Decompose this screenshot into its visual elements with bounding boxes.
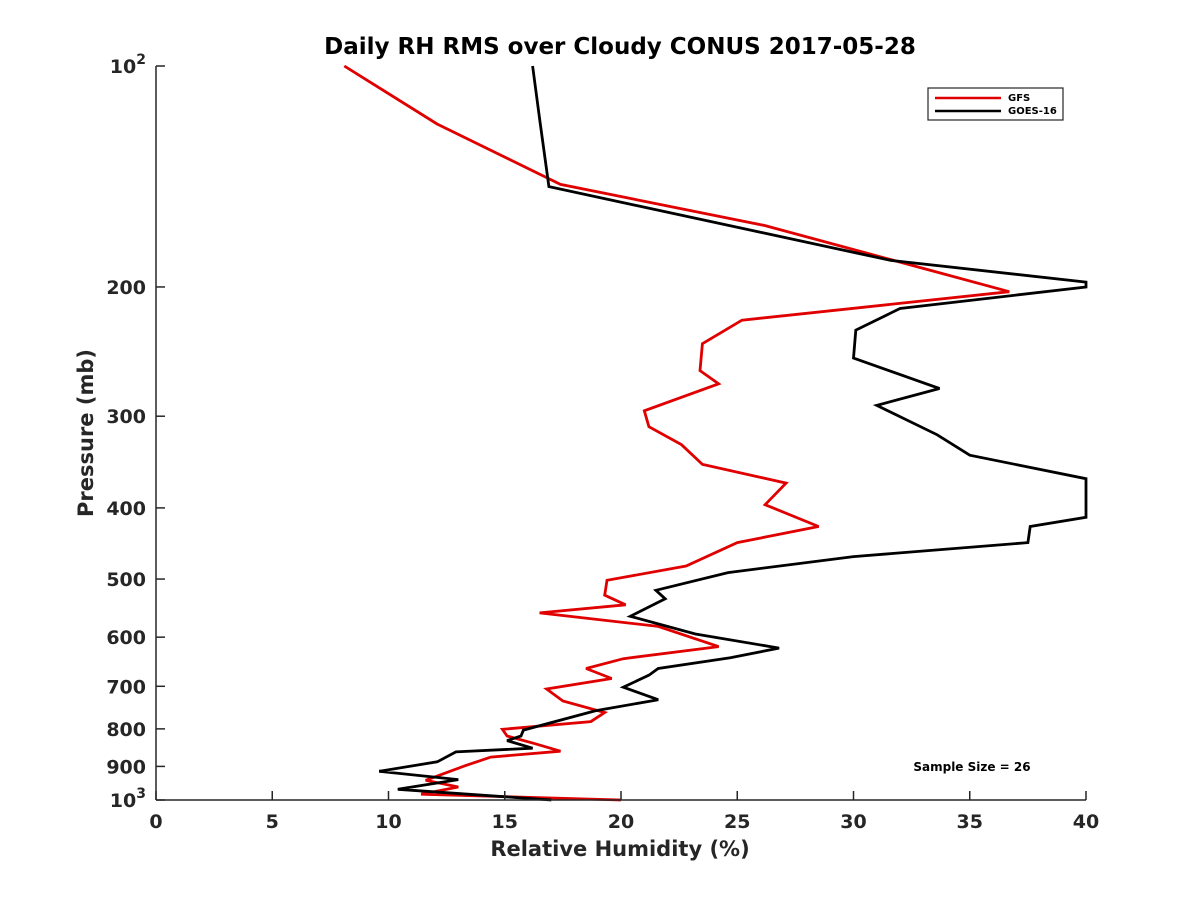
y-tick-base: 600 (106, 627, 146, 649)
y-axis-label: Pressure (mb) (74, 349, 98, 517)
x-axis-label: Relative Humidity (%) (490, 837, 749, 861)
series-line-goes16 (378, 65, 1088, 802)
y-tick-label: 400 (106, 498, 146, 520)
sample-size-annotation: Sample Size = 26 (913, 760, 1030, 774)
y-tick-base: 500 (106, 569, 146, 591)
y-tick-base: 400 (106, 498, 146, 520)
y-tick-label: 700 (106, 676, 146, 698)
plot-area (343, 64, 1088, 802)
x-axis-ticks: 0 5 10 15 20 25 30 35 40 (149, 791, 1099, 833)
y-tick-label: 103 (110, 786, 146, 812)
chart-title: Daily RH RMS over Cloudy CONUS 2017-05-2… (324, 34, 916, 60)
y-tick-base: 900 (106, 756, 146, 778)
y-tick-label: 200 (106, 277, 146, 299)
x-tick-label: 5 (266, 811, 279, 833)
y-tick-base: 200 (106, 277, 146, 299)
y-tick-label: 900 (106, 756, 146, 778)
legend-goes16-label: GOES-16 (1008, 106, 1057, 117)
x-tick-label: 0 (149, 811, 162, 833)
series-line-gfs (343, 64, 1010, 802)
x-tick-label: 20 (608, 811, 634, 833)
x-tick-label: 30 (840, 811, 866, 833)
legend-box (927, 87, 1064, 121)
legend: GFS GOES-16 (927, 87, 1064, 121)
x-tick-label: 35 (957, 811, 983, 833)
y-tick-label: 300 (106, 406, 146, 428)
x-tick-label: 15 (492, 811, 518, 833)
y-tick-base: 800 (106, 719, 146, 741)
legend-gfs-label: GFS (1008, 93, 1030, 104)
y-tick-base: 700 (106, 676, 146, 698)
y-tick-exponent: 2 (136, 52, 146, 68)
y-tick-base: 300 (106, 406, 146, 428)
y-tick-base: 10 (110, 56, 136, 78)
y-tick-exponent: 3 (136, 786, 146, 802)
x-tick-label: 25 (724, 811, 750, 833)
y-tick-label: 600 (106, 627, 146, 649)
y-tick-label: 500 (106, 569, 146, 591)
x-tick-label: 10 (375, 811, 401, 833)
y-tick-label: 800 (106, 719, 146, 741)
x-tick-label: 40 (1073, 811, 1099, 833)
y-tick-base: 10 (110, 790, 136, 812)
y-tick-label: 102 (110, 52, 146, 78)
